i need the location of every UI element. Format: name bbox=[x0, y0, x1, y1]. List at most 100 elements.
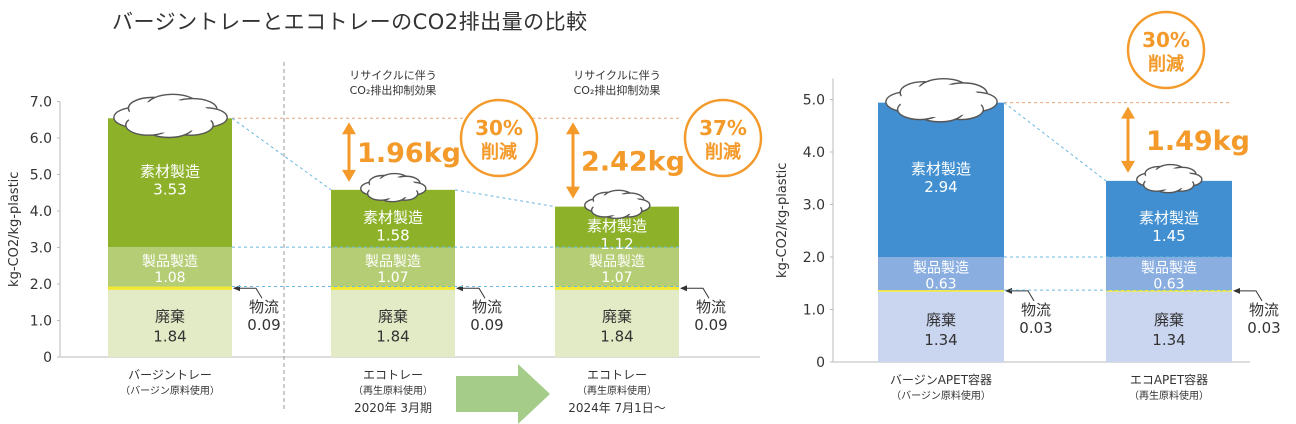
segment-value: 1.84 bbox=[376, 327, 409, 345]
category-period: 2024年 7月1日～ bbox=[568, 401, 666, 415]
segment-value: 2.94 bbox=[924, 178, 957, 196]
segment-value: 1.34 bbox=[1152, 331, 1185, 349]
logistics-value: 0.09 bbox=[694, 316, 727, 334]
y-tick-label: 3.0 bbox=[803, 198, 825, 214]
logistics-value: 0.03 bbox=[1019, 319, 1052, 337]
total-cloud bbox=[360, 172, 427, 203]
y-tick-label: 4.0 bbox=[803, 145, 825, 161]
total-cloud bbox=[885, 78, 998, 123]
category-label: エコAPET容器 bbox=[1130, 372, 1208, 387]
category-sublabel: （再生原料使用） bbox=[577, 384, 657, 397]
logistics-name: 物流 bbox=[1021, 301, 1051, 319]
bar-segment bbox=[108, 118, 232, 248]
segment-value: 0.63 bbox=[1153, 277, 1184, 293]
chart-1: 0 1.0 2.0 3.0 4.0 5.0 6.0 7.0 kg-CO2/kg-plastic 廃… bbox=[7, 62, 763, 424]
segment-value: 1.07 bbox=[377, 270, 408, 286]
segment-name: 素材製造 bbox=[911, 160, 971, 178]
logistics-arrowhead bbox=[680, 285, 687, 292]
y-tick-label: 2.0 bbox=[803, 250, 825, 266]
logistics-leader-line bbox=[1006, 290, 1035, 302]
reduction-arrowhead-bottom bbox=[1121, 160, 1135, 173]
total-cloud bbox=[1136, 163, 1203, 194]
logistics-leader-line bbox=[681, 287, 710, 299]
segment-name: 素材製造 bbox=[363, 209, 423, 227]
segment-name: 素材製造 bbox=[587, 217, 647, 235]
y-tick-label: 4.0 bbox=[30, 204, 52, 220]
reduction-word: 削減 bbox=[481, 141, 517, 163]
segment-value: 1.12 bbox=[600, 235, 633, 253]
bar-segment bbox=[1106, 290, 1232, 292]
y-axis-label: kg-CO2/kg-plastic bbox=[775, 163, 790, 278]
segment-value: 1.34 bbox=[924, 331, 957, 349]
bar-segment bbox=[1106, 180, 1232, 257]
chart-2: 0 1.0 2.0 3.0 4.0 5.0 kg-CO2/kg-plastic 廃棄 1.34 製… bbox=[775, 10, 1281, 402]
segment-name: 製品製造 bbox=[365, 254, 421, 270]
category-sublabel: （再生原料使用） bbox=[353, 384, 433, 397]
reduction-note: リサイクルに伴う bbox=[573, 69, 660, 82]
logistics-arrowhead bbox=[1233, 287, 1240, 294]
reduction-note: CO₂排出抑制効果 bbox=[574, 83, 661, 97]
category-sublabel: （バージン原料使用） bbox=[891, 389, 991, 402]
bar-segment bbox=[1106, 257, 1232, 291]
reduction-arrowhead-bottom bbox=[342, 169, 356, 182]
reduction-percent: 30% bbox=[1142, 28, 1190, 52]
reduction-arrowhead-bottom bbox=[566, 186, 580, 199]
y-tick-label: 7.0 bbox=[30, 95, 52, 111]
logistics-leader-line bbox=[457, 287, 486, 299]
reduction-amount: 2.42kg bbox=[581, 146, 685, 177]
segment-value: 1.84 bbox=[600, 327, 633, 345]
reduction-arrowhead-top bbox=[566, 122, 580, 135]
segment-name: 製品製造 bbox=[142, 254, 198, 270]
reduction-arrowhead-top bbox=[1121, 106, 1135, 119]
segment-value: 3.53 bbox=[153, 181, 186, 199]
total-connector-line bbox=[1003, 102, 1107, 182]
segment-name: 製品製造 bbox=[1141, 261, 1197, 277]
bar-segment bbox=[108, 247, 232, 287]
segment-value: 1.08 bbox=[154, 270, 185, 286]
category-label: エコトレー bbox=[363, 368, 423, 382]
page-title: バージントレーとエコトレーのCO2排出量の比較 bbox=[112, 10, 588, 34]
total-connector-line bbox=[231, 117, 332, 191]
segment-value: 1.58 bbox=[376, 227, 409, 245]
reduction-note: リサイクルに伴う bbox=[349, 69, 436, 82]
reduction-note: CO₂排出抑制効果 bbox=[350, 83, 437, 97]
segment-name: 廃棄 bbox=[1154, 311, 1184, 329]
category-period: 2020年 3月期 bbox=[354, 401, 432, 415]
category-label: エコトレー bbox=[587, 368, 647, 382]
logistics-arrowhead bbox=[1005, 287, 1012, 294]
total-cloud bbox=[584, 189, 651, 220]
bar-segment bbox=[1106, 291, 1232, 362]
segment-name: 素材製造 bbox=[140, 163, 200, 181]
reduction-percent: 37% bbox=[699, 116, 747, 140]
bar-segment bbox=[555, 247, 679, 287]
logistics-name: 物流 bbox=[1249, 301, 1279, 319]
category-label: バージントレー bbox=[128, 368, 212, 382]
y-tick-label: 5.0 bbox=[803, 93, 825, 109]
bar-segment bbox=[555, 286, 679, 290]
logistics-name: 物流 bbox=[696, 298, 726, 316]
total-connector-line bbox=[454, 189, 556, 208]
reduction-percent-badge bbox=[683, 98, 763, 178]
y-axis-label: kg-CO2/kg-plastic bbox=[7, 172, 22, 287]
segment-name: 素材製造 bbox=[1139, 209, 1199, 227]
bar-segment bbox=[878, 291, 1004, 362]
reduction-amount: 1.96kg bbox=[357, 138, 461, 169]
segment-name: 製品製造 bbox=[589, 254, 645, 270]
y-tick-label: 2.0 bbox=[30, 277, 52, 293]
segment-name: 廃棄 bbox=[155, 307, 185, 325]
bar-segment bbox=[878, 290, 1004, 292]
bar-segment bbox=[331, 286, 455, 290]
logistics-leader-line bbox=[1234, 290, 1263, 302]
y-tick-label: 3.0 bbox=[30, 241, 52, 257]
y-tick-label: 1.0 bbox=[30, 314, 52, 330]
bar-segment bbox=[108, 289, 232, 357]
reduction-percent-badge bbox=[1126, 10, 1206, 90]
category-sublabel: （再生原料使用） bbox=[1129, 389, 1209, 402]
segment-name: 廃棄 bbox=[602, 307, 632, 325]
segment-name: 廃棄 bbox=[926, 311, 956, 329]
reduction-arrowhead-top bbox=[342, 122, 356, 135]
y-tick-label: 5.0 bbox=[30, 168, 52, 184]
y-tick-label: 1.0 bbox=[803, 303, 825, 319]
y-tick-label: 0 bbox=[43, 350, 52, 366]
